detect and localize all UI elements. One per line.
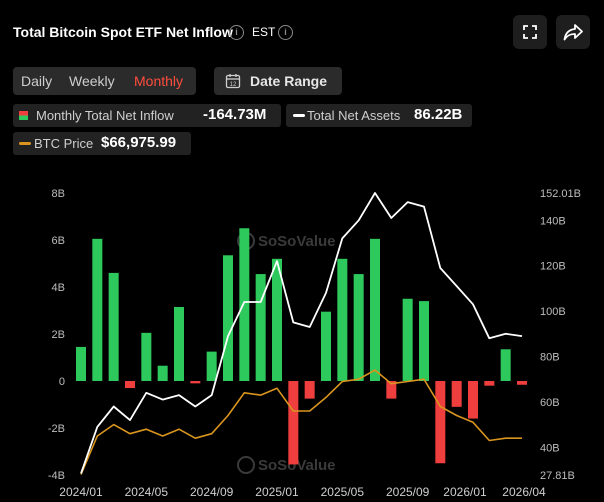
y2-tick-label: 100B	[540, 306, 566, 318]
inflow-bar	[141, 332, 152, 381]
x-tick-label: 2025/09	[386, 485, 430, 499]
inflow-bar	[223, 255, 233, 381]
inflow-bar	[76, 346, 86, 381]
x-tick-label: 2026/01	[443, 485, 487, 499]
inflow-bar	[468, 381, 478, 419]
inflow-bar	[272, 258, 282, 381]
legend-btc-price-label: BTC Price	[34, 136, 94, 151]
watermark-text: SoSoValue	[258, 457, 336, 474]
fullscreen-button[interactable]	[513, 15, 547, 49]
date-range-button[interactable]: 12 Date Range	[214, 67, 342, 95]
share-button[interactable]	[556, 15, 590, 49]
total-net-assets-swatch	[293, 114, 305, 117]
legend-total-net-assets-label: Total Net Assets	[307, 108, 401, 123]
y-tick-label: 2B	[52, 329, 65, 341]
legend-net-inflow-label: Monthly Total Net Inflow	[36, 108, 174, 123]
interval-tabs: Daily Weekly Monthly	[13, 67, 196, 95]
watermark: SoSoValue	[237, 456, 336, 474]
svg-text:12: 12	[230, 82, 237, 88]
inflow-bar	[484, 381, 495, 386]
y2-tick-label: 152.01B	[540, 188, 581, 200]
inflow-bar	[419, 301, 429, 381]
inflow-bar	[402, 298, 413, 381]
y-tick-label: 6B	[52, 235, 65, 247]
y2-tick-label: 120B	[540, 261, 566, 273]
inflow-bar	[304, 381, 315, 399]
inflow-bar	[108, 272, 119, 381]
chart-title: Total Bitcoin Spot ETF Net Inflow	[13, 24, 233, 40]
tab-monthly[interactable]: Monthly	[134, 73, 184, 89]
tab-weekly[interactable]: Weekly	[69, 73, 115, 89]
watermark-text: SoSoValue	[258, 233, 336, 250]
watermark-logo	[237, 456, 255, 474]
legend-net-inflow-value: -164.73M	[203, 106, 267, 123]
x-tick-label: 2025/05	[321, 485, 365, 499]
share-icon	[563, 24, 583, 41]
inflow-bar	[288, 381, 299, 465]
inflow-bar	[206, 351, 217, 381]
inflow-bar	[92, 238, 103, 381]
y2-tick-label: 60B	[540, 397, 560, 409]
inflow-bar	[370, 238, 380, 381]
tab-daily[interactable]: Daily	[21, 73, 53, 89]
inflow-bar	[353, 274, 364, 381]
inflow-bar	[500, 349, 511, 381]
inflow-bar	[337, 258, 348, 381]
timezone-info-icon[interactable]: i	[278, 25, 293, 40]
y-tick-label: 8B	[52, 188, 65, 200]
inflow-bar	[517, 381, 527, 385]
inflow-bar	[255, 274, 266, 381]
x-tick-label: 2024/09	[190, 485, 234, 499]
inflow-bar	[239, 228, 250, 381]
watermark: SoSoValue	[237, 232, 336, 250]
legend-total-net-assets-value: 86.22B	[414, 106, 463, 123]
inflow-bar	[174, 306, 184, 381]
y-tick-label: -2B	[48, 423, 65, 435]
y-tick-label: 4B	[52, 282, 65, 294]
inflow-bar	[125, 381, 135, 389]
inflow-bar	[321, 311, 331, 381]
y2-tick-label: 80B	[540, 352, 560, 364]
legend-total-net-assets[interactable]: Total Net Assets 86.22B	[286, 104, 472, 127]
timezone-label: EST	[252, 25, 276, 39]
x-tick-label: 2026/04	[502, 485, 546, 499]
inflow-bar	[386, 381, 397, 399]
net-inflow-swatch	[19, 111, 28, 120]
date-range-label: Date Range	[250, 73, 328, 89]
btc-price-line	[80, 369, 522, 475]
info-icon[interactable]: i	[229, 25, 244, 40]
y2-tick-label: 140B	[540, 215, 566, 227]
inflow-bar	[435, 381, 446, 464]
legend-net-inflow[interactable]: Monthly Total Net Inflow -164.73M	[13, 104, 281, 127]
legend-btc-price-value: $66,975.99	[101, 134, 177, 151]
fullscreen-icon	[523, 25, 537, 39]
x-tick-label: 2025/01	[255, 485, 299, 499]
x-tick-label: 2024/05	[125, 485, 169, 499]
legend-btc-price[interactable]: BTC Price $66,975.99	[13, 132, 191, 155]
inflow-bar	[190, 381, 201, 384]
inflow-bar	[157, 365, 168, 381]
calendar-icon: 12	[225, 74, 241, 89]
y2-tick-label: 27.81B	[540, 470, 575, 482]
btc-price-swatch	[19, 142, 31, 145]
inflow-bar	[451, 381, 462, 407]
y-tick-label: 0	[59, 376, 65, 388]
y-tick-label: -4B	[48, 470, 65, 482]
y2-tick-label: 40B	[540, 442, 560, 454]
x-tick-label: 2024/01	[59, 485, 103, 499]
total-net-assets-line	[80, 192, 523, 474]
